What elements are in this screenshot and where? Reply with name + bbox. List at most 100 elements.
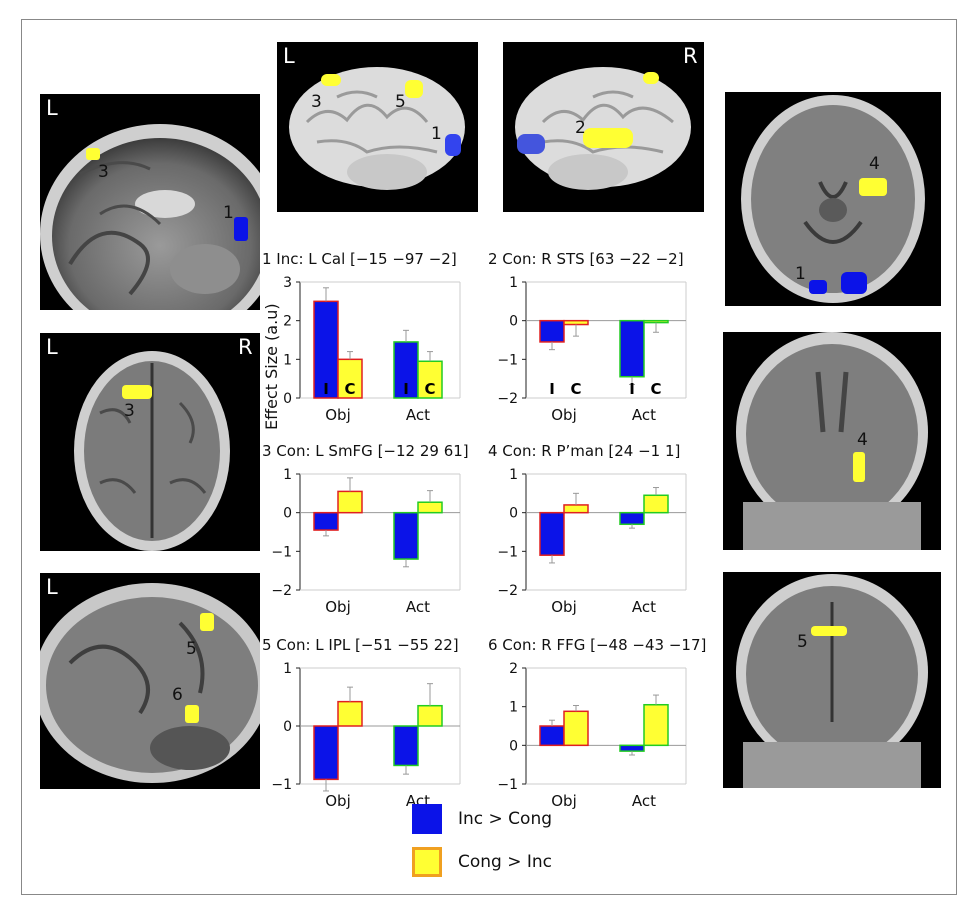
blob-yellow <box>185 705 199 723</box>
bar <box>393 511 419 560</box>
coronal-slice-right: 4 <box>723 332 941 550</box>
x-tick-label: Obj <box>551 406 577 424</box>
bar <box>313 511 339 531</box>
blob-yellow <box>811 626 847 636</box>
chart-title: 2 Con: R STS [63 −22 −2] <box>488 250 684 268</box>
region-label: 5 <box>186 639 197 659</box>
legend-label: Cong > Inc <box>458 852 553 872</box>
y-tick-label: −2 <box>497 391 518 407</box>
region-label: 4 <box>857 430 868 450</box>
chart-svg: 3 Con: L SmFG [−12 29 61] 1 0 −1 −2 Obj Act <box>262 442 469 616</box>
blob-blue <box>445 134 461 156</box>
legend-item-cong: Cong > Inc <box>412 847 552 877</box>
bar <box>417 501 443 514</box>
region-label: 4 <box>869 154 880 174</box>
chart-title: 6 Con: R FFG [−48 −43 −17] <box>488 636 706 654</box>
bar <box>417 360 443 399</box>
side-label: R <box>683 44 698 68</box>
bar-letter: I <box>403 380 409 398</box>
blob-yellow <box>853 452 865 482</box>
y-tick-label: 0 <box>509 314 518 330</box>
bar <box>337 358 363 399</box>
legend-swatch <box>412 847 442 877</box>
blob-yellow <box>86 148 100 160</box>
chart-6: 6 Con: R FFG [−48 −43 −17] 2 1 0 −1 Obj Act <box>486 634 722 814</box>
bar <box>539 319 565 343</box>
blob-blue <box>234 217 248 241</box>
chart-title: 5 Con: L IPL [−51 −55 22] <box>262 636 459 654</box>
chart-1: 1 Inc: L Cal [−15 −97 −2] 0 1 2 3 I C Obj I C Act <box>260 248 490 428</box>
x-tick-label: Act <box>632 598 656 616</box>
blob-yellow <box>122 385 152 399</box>
blob-yellow <box>583 128 633 148</box>
bar <box>619 319 645 378</box>
y-tick-label: 1 <box>283 467 292 483</box>
y-tick-label: 1 <box>283 352 292 368</box>
bar <box>563 710 589 747</box>
bar <box>417 704 443 727</box>
bar <box>337 490 363 514</box>
chart-5: 5 Con: L IPL [−51 −55 22] 1 0 −1 Obj Act <box>260 634 490 814</box>
region-label: 3 <box>124 401 135 421</box>
blob-yellow <box>405 80 423 98</box>
y-tick-label: 0 <box>509 506 518 522</box>
bar <box>643 703 669 747</box>
bar-letter: I <box>549 380 555 398</box>
y-tick-label: −2 <box>271 583 292 599</box>
blob-yellow <box>643 72 659 84</box>
y-tick-label: −1 <box>497 352 518 368</box>
coronal-slice-right-bottom: 5 <box>723 572 941 788</box>
bar <box>313 300 339 399</box>
bar <box>563 319 589 326</box>
chart-svg: 4 Con: R P’man [24 −1 1] 1 0 −1 −2 Obj Act <box>488 442 687 616</box>
x-tick-label: Act <box>406 406 430 424</box>
side-label: L <box>46 575 58 599</box>
blob-yellow <box>200 613 214 631</box>
y-tick-label: 1 <box>509 700 518 716</box>
chart-title: 4 Con: R P’man [24 −1 1] <box>488 442 680 460</box>
chart-title: 1 Inc: L Cal [−15 −97 −2] <box>262 250 457 268</box>
region-label: 2 <box>575 118 586 138</box>
x-tick-label: Act <box>406 598 430 616</box>
axial-slice-right: 4 1 <box>725 92 941 306</box>
side-label: L <box>283 44 295 68</box>
region-label: 5 <box>395 92 406 112</box>
y-tick-label: 0 <box>283 391 292 407</box>
bar <box>337 700 363 727</box>
side-label: L <box>46 96 58 120</box>
region-label: 6 <box>172 685 183 705</box>
blob-blue <box>841 272 867 294</box>
sagittal-slice-left-top: L 3 1 <box>40 94 260 310</box>
blob-blue <box>809 280 827 294</box>
blob-yellow <box>321 74 341 86</box>
y-tick-label: −1 <box>271 777 292 793</box>
bar-letter: I <box>629 380 635 398</box>
y-tick-label: −1 <box>497 777 518 793</box>
y-tick-label: −1 <box>271 544 292 560</box>
y-tick-label: −1 <box>497 544 518 560</box>
y-tick-label: 1 <box>283 661 292 677</box>
y-tick-label: −2 <box>497 583 518 599</box>
region-label: 1 <box>223 203 234 223</box>
x-tick-label: Obj <box>551 792 577 810</box>
chart-2: 2 Con: R STS [63 −22 −2] 1 0 −1 −2 I C Obj I C Act <box>486 248 722 428</box>
y-tick-label: 2 <box>509 661 518 677</box>
region-label: 1 <box>431 124 442 144</box>
bar-letter: I <box>323 380 329 398</box>
bar <box>619 511 645 526</box>
legend-item-inc: Inc > Cong <box>412 804 552 834</box>
region-label: 5 <box>797 632 808 652</box>
y-tick-label: 2 <box>283 314 292 330</box>
y-tick-label: 0 <box>509 738 518 754</box>
bar <box>619 744 645 752</box>
bar-letter: C <box>650 380 661 398</box>
legend-swatch <box>412 804 442 834</box>
chart-svg: 6 Con: R FFG [−48 −43 −17] 2 1 0 −1 Obj Act <box>488 636 706 810</box>
surface-render-left: L 3 5 1 <box>277 42 478 212</box>
bar <box>563 504 589 514</box>
bar <box>393 725 419 767</box>
sagittal-slice-left-bottom: L 5 6 <box>40 573 260 789</box>
x-tick-label: Obj <box>551 598 577 616</box>
